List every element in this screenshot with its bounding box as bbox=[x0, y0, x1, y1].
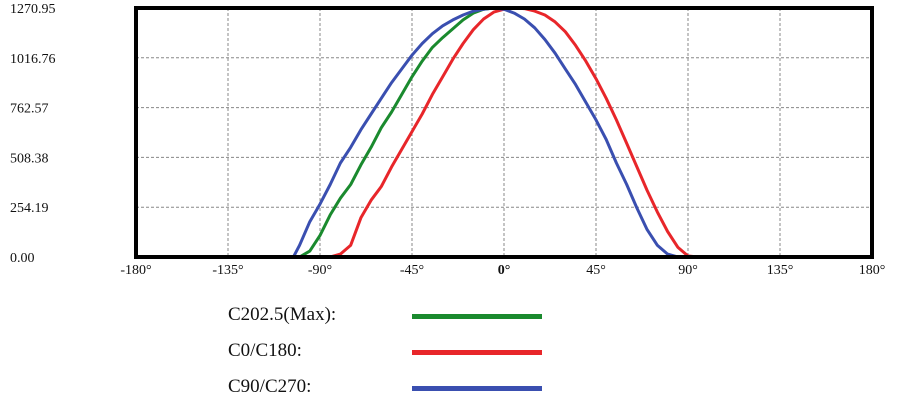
x-tick-label: -180° bbox=[120, 263, 151, 278]
x-tick-label: 0° bbox=[498, 263, 511, 278]
x-tick-label: 90° bbox=[678, 263, 698, 278]
grid-lines bbox=[136, 8, 872, 257]
y-tick-label: 1016.76 bbox=[10, 52, 56, 67]
legend-swatch-c0 bbox=[412, 350, 542, 355]
plot-frame bbox=[134, 6, 874, 259]
y-tick-label: 0.00 bbox=[10, 251, 35, 266]
x-tick-label: 135° bbox=[767, 263, 794, 278]
y-tick-label: 1270.95 bbox=[10, 2, 56, 17]
x-tick-labels: -180° -135° -90° -45° 0° 45° 90° 135° 180° bbox=[120, 263, 885, 278]
legend-swatch-c90 bbox=[412, 386, 542, 391]
x-tick-label: -45° bbox=[400, 263, 424, 278]
series-line-0 bbox=[136, 6, 505, 259]
x-tick-label: -135° bbox=[212, 263, 243, 278]
y-tick-labels: 0.00 254.19 508.38 762.57 1016.76 1270.95 bbox=[10, 2, 56, 266]
x-tick-label: 180° bbox=[859, 263, 886, 278]
y-tick-label: 508.38 bbox=[10, 151, 49, 166]
x-tick-label: -90° bbox=[308, 263, 332, 278]
y-tick-label: 254.19 bbox=[10, 201, 49, 216]
legend-swatch-c202 bbox=[412, 314, 542, 319]
legend-label-c0: C0/C180: bbox=[228, 340, 302, 361]
legend-label-c202: C202.5(Max): bbox=[228, 304, 337, 325]
legend-label-c90: C90/C270: bbox=[228, 376, 312, 397]
y-tick-label: 762.57 bbox=[10, 102, 49, 117]
x-tick-label: 45° bbox=[586, 263, 606, 278]
